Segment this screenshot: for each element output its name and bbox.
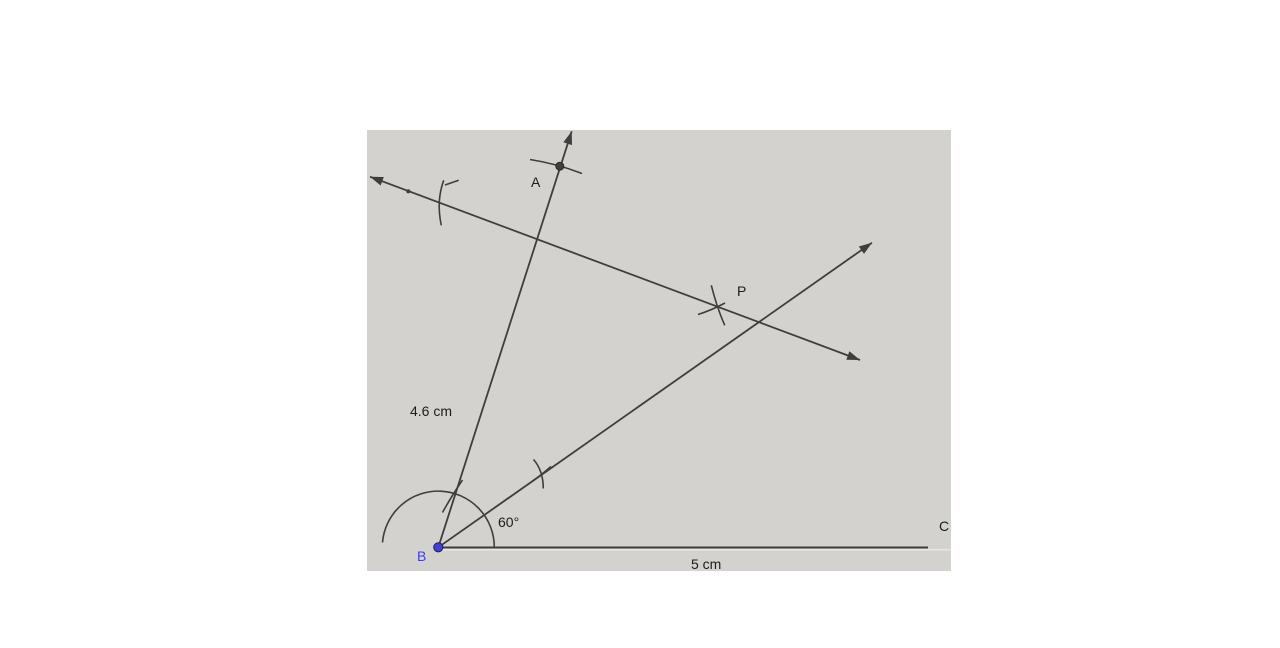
tick-on-ray-ba [441,479,464,513]
ray-b-through-a [437,131,573,548]
label-length-bc: 5 cm [691,556,722,572]
tick-arc1-on-ray-60deg [532,458,545,489]
label-point-p: P [737,283,747,299]
point-a[interactable] [555,161,565,171]
tick-stroke-on-line-left [444,179,459,186]
label-angle-60: 60° [498,514,520,530]
label-point-b: B [417,548,427,564]
arrowhead-ray-60deg [858,242,872,254]
point-on-line[interactable] [406,189,411,194]
arrowhead-line-left [370,176,384,186]
arrowhead-ray-ba [563,131,572,146]
line-through-p [369,175,861,361]
compass-arc-at-b [381,490,496,548]
ray-b-60deg [437,241,873,549]
construction-canvas: A B C P 60° 4.6 cm 5 cm [367,130,951,571]
tick-arc2-at-p [697,302,726,316]
label-point-a: A [531,174,541,190]
tick-arc-on-line-left [438,180,445,226]
label-length-ba: 4.6 cm [410,403,453,419]
tick-arc2-on-ray-60deg [531,465,552,483]
tick-arc1-at-p [710,285,726,326]
label-point-c: C [939,518,950,534]
construction-figure [369,131,951,553]
arrowhead-line-right [846,351,860,360]
point-b[interactable] [433,542,444,553]
